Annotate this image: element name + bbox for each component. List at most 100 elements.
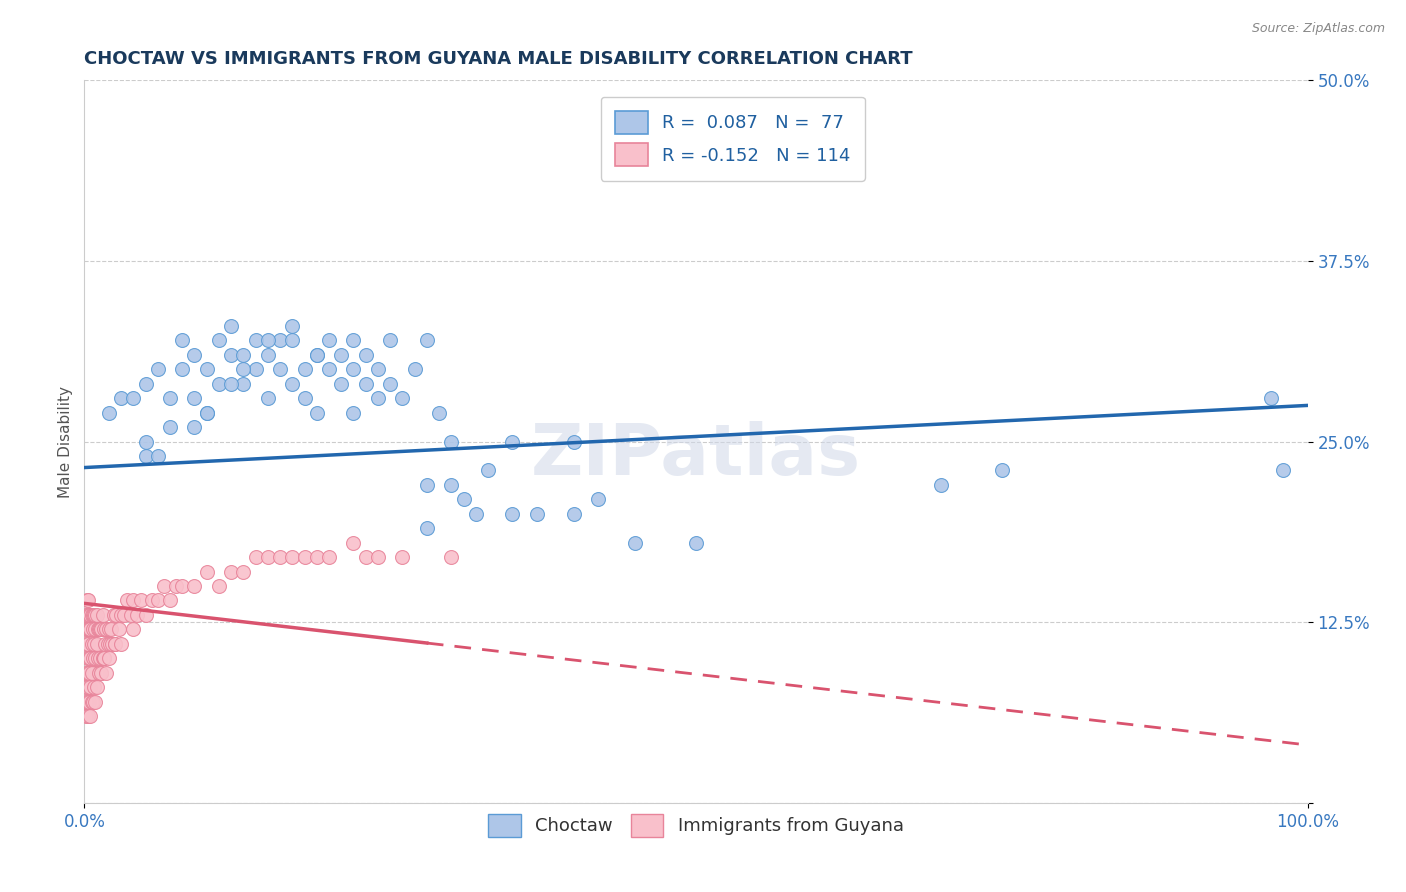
Point [477, 463, 499, 477]
Point [219, 565, 242, 579]
Point [219, 318, 242, 333]
Point [269, 550, 291, 565]
Point [562, 507, 585, 521]
Text: Source: ZipAtlas.com: Source: ZipAtlas.com [1251, 22, 1385, 36]
Point [342, 406, 364, 420]
Point [440, 434, 463, 449]
Point [526, 507, 548, 521]
Point [294, 362, 316, 376]
Point [219, 348, 242, 362]
Point [165, 579, 187, 593]
Point [76, 680, 98, 694]
Point [87, 623, 110, 637]
Point [464, 507, 486, 521]
Point [104, 637, 127, 651]
Point [195, 406, 218, 420]
Point [93, 623, 115, 637]
Point [82, 607, 104, 622]
Point [122, 623, 145, 637]
Point [129, 593, 152, 607]
Point [87, 623, 110, 637]
Point [305, 550, 328, 565]
Point [330, 376, 353, 391]
Point [77, 665, 100, 680]
Text: ZIPatlas: ZIPatlas [531, 422, 860, 491]
Point [107, 623, 129, 637]
Point [562, 434, 585, 449]
Legend: Choctaw, Immigrants from Guyana: Choctaw, Immigrants from Guyana [481, 806, 911, 845]
Point [76, 593, 98, 607]
Point [86, 637, 108, 651]
Point [97, 637, 120, 651]
Point [305, 348, 328, 362]
Point [342, 362, 364, 376]
Point [991, 463, 1014, 477]
Point [125, 607, 148, 622]
Point [135, 607, 157, 622]
Point [367, 550, 389, 565]
Point [84, 623, 107, 637]
Point [245, 362, 267, 376]
Point [77, 623, 100, 637]
Point [318, 334, 340, 348]
Point [305, 406, 328, 420]
Point [208, 334, 231, 348]
Point [80, 607, 103, 622]
Point [354, 348, 377, 362]
Point [79, 623, 101, 637]
Point [90, 623, 112, 637]
Point [281, 318, 304, 333]
Point [135, 434, 157, 449]
Point [159, 420, 181, 434]
Point [281, 376, 304, 391]
Point [122, 593, 145, 607]
Point [75, 637, 97, 651]
Point [76, 623, 98, 637]
Point [135, 449, 157, 463]
Point [135, 376, 157, 391]
Point [75, 695, 97, 709]
Point [232, 376, 254, 391]
Point [79, 651, 101, 665]
Text: CHOCTAW VS IMMIGRANTS FROM GUYANA MALE DISABILITY CORRELATION CHART: CHOCTAW VS IMMIGRANTS FROM GUYANA MALE D… [84, 50, 912, 68]
Point [91, 607, 114, 622]
Point [245, 550, 267, 565]
Point [80, 637, 103, 651]
Point [79, 680, 101, 694]
Point [97, 406, 120, 420]
Point [82, 651, 104, 665]
Point [76, 665, 98, 680]
Point [232, 565, 254, 579]
Point [380, 334, 402, 348]
Point [453, 492, 475, 507]
Point [86, 665, 108, 680]
Point [172, 334, 194, 348]
Point [1260, 391, 1282, 405]
Point [96, 665, 118, 680]
Point [75, 709, 97, 723]
Point [105, 607, 128, 622]
Point [84, 695, 107, 709]
Point [281, 334, 304, 348]
Point [183, 391, 205, 405]
Point [257, 391, 280, 405]
Point [502, 434, 524, 449]
Point [159, 593, 181, 607]
Point [342, 535, 364, 549]
Point [97, 623, 120, 637]
Point [146, 362, 169, 376]
Point [120, 607, 142, 622]
Point [84, 607, 107, 622]
Point [98, 637, 121, 651]
Point [586, 492, 609, 507]
Point [97, 651, 120, 665]
Point [624, 535, 647, 549]
Point [141, 593, 163, 607]
Point [208, 376, 231, 391]
Point [75, 680, 97, 694]
Point [685, 535, 707, 549]
Point [305, 348, 328, 362]
Point [86, 680, 108, 694]
Point [354, 550, 377, 565]
Point [318, 550, 340, 565]
